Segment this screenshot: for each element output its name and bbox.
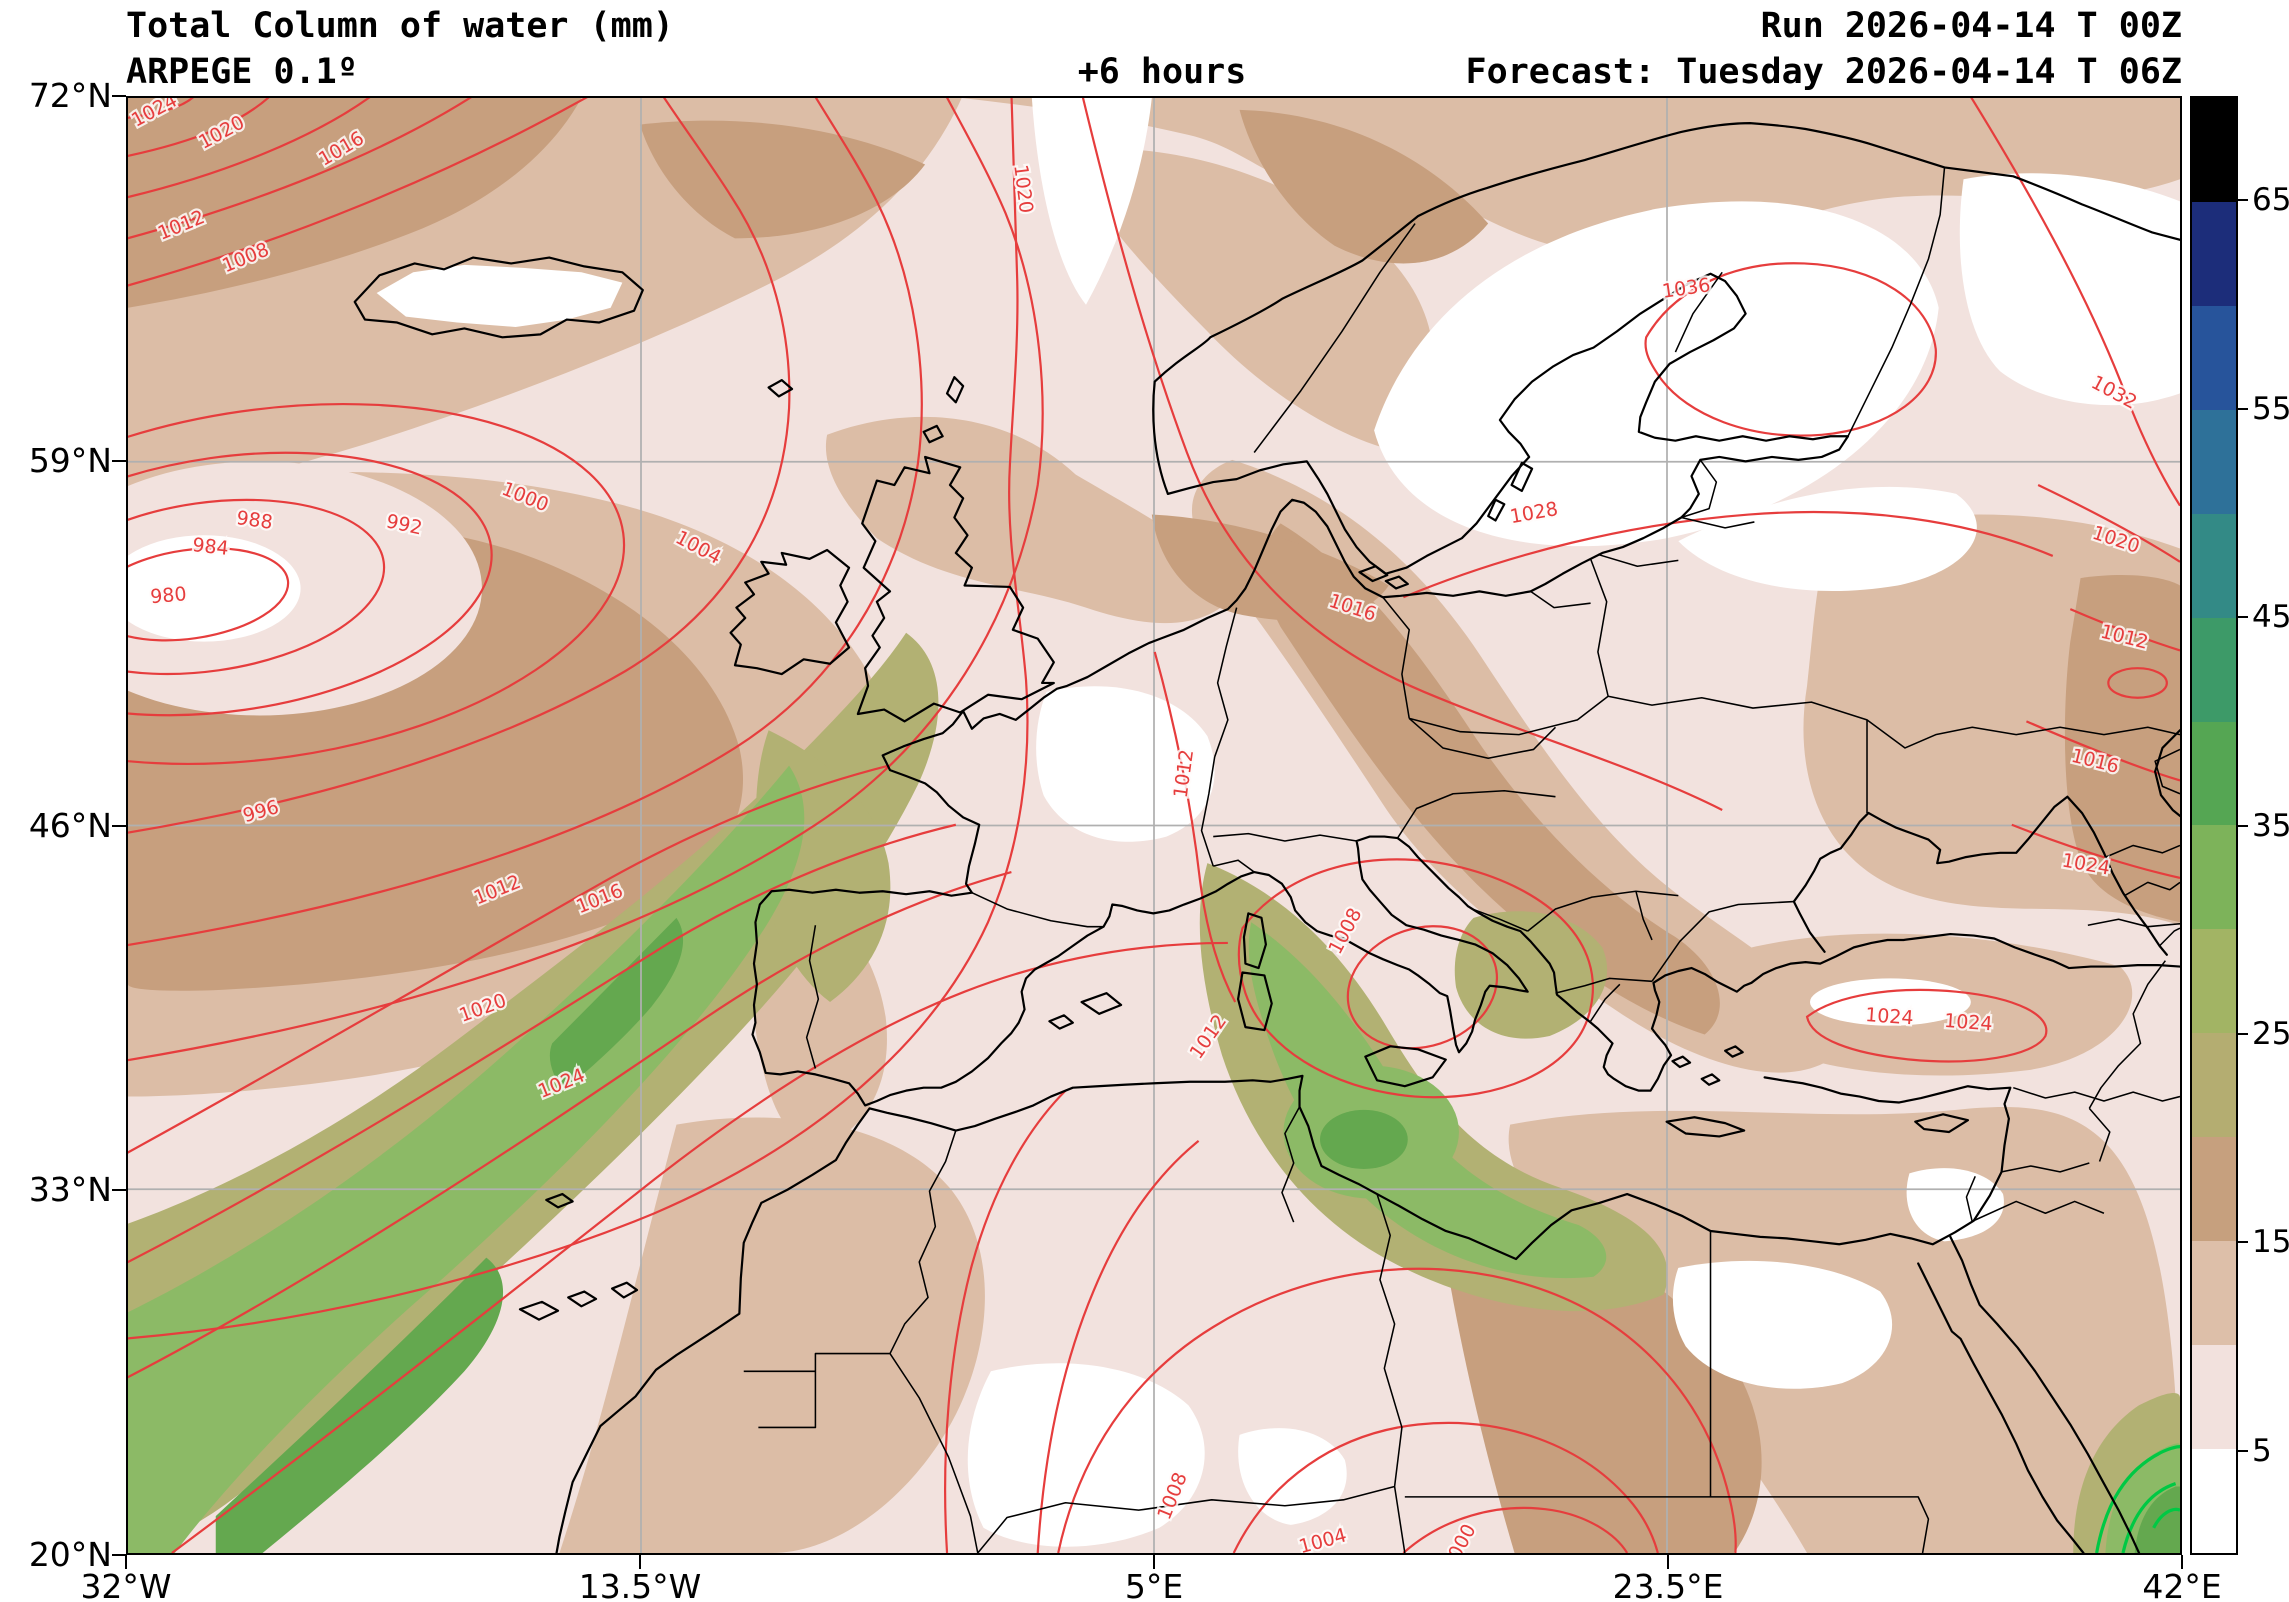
- isobar-label: 1024: [1864, 1003, 1914, 1029]
- x-tick-mark: [1153, 1555, 1155, 1569]
- lead-time-label: +6 hours: [1077, 52, 1247, 92]
- colorbar-segment: [2192, 1448, 2236, 1553]
- chart-title: Total Column of water (mm): [126, 6, 674, 46]
- colorbar-tick-mark: [2238, 1449, 2248, 1452]
- colorbar-segment: [2192, 305, 2236, 410]
- y-tick-label: 20°N: [28, 1535, 112, 1574]
- y-tick-mark: [112, 824, 126, 827]
- country-borders: [743, 167, 2180, 1553]
- x-tick-mark: [1667, 1555, 1669, 1569]
- isobar-label: 1024: [1943, 1009, 1993, 1035]
- colorbar-segment: [2192, 617, 2236, 722]
- isobar-label: 1020: [1009, 163, 1038, 214]
- colorbar-tick-mark: [2238, 1241, 2248, 1244]
- model-label: ARPEGE 0.1º: [126, 52, 358, 92]
- y-tick-label: 46°N: [28, 805, 112, 845]
- colorbar-tick-label: 65: [2252, 182, 2289, 219]
- colorbar-segment: [2192, 1033, 2236, 1138]
- y-tick-mark: [112, 95, 126, 97]
- colorbar-tick-label: 55: [2252, 390, 2289, 427]
- y-tick-mark: [112, 1554, 126, 1556]
- colorbar-segment: [2192, 1137, 2236, 1242]
- colorbar-tick-mark: [2238, 1032, 2248, 1035]
- forecast-label: Forecast: Tuesday 2026-04-14 T 06Z: [1465, 52, 2182, 92]
- x-tick-label: 32°W: [80, 1567, 172, 1602]
- x-tick-mark: [639, 1555, 641, 1569]
- colorbar-segment: [2192, 1345, 2236, 1449]
- colorbar-segment: [2192, 201, 2236, 306]
- colorbar-segment: [2192, 825, 2236, 930]
- x-tick-mark: [125, 1555, 127, 1569]
- colorbar-tick-label: 25: [2252, 1015, 2289, 1052]
- x-tick-label: 13.5°W: [578, 1567, 702, 1602]
- x-tick-label: 42°E: [2142, 1567, 2222, 1602]
- isobar-contours: [128, 98, 2180, 1553]
- x-axis-labels: 32°W 13.5°W 5°E 23.5°E 42°E: [80, 1567, 2221, 1602]
- x-tick-label: 23.5°E: [1612, 1567, 1724, 1602]
- y-tick-label: 72°N: [28, 76, 112, 115]
- coastlines: [353, 122, 2180, 1553]
- gridlines: [128, 98, 2180, 1553]
- colorbar-tick-mark: [2238, 199, 2248, 202]
- colorbar-segment: [2192, 1241, 2236, 1346]
- colorbar-tick-label: 35: [2252, 807, 2289, 844]
- colorbar-tick-mark: [2238, 824, 2248, 827]
- y-axis-labels: 72°N 59°N 46°N 33°N 20°N: [0, 76, 112, 1574]
- colorbar-segment: [2192, 721, 2236, 826]
- colorbar: [2190, 96, 2238, 1555]
- map-plot-area: 1024 1020 1016 1012 1008 980 984 988 992 996 1000 1…: [126, 96, 2182, 1555]
- colorbar-tick-label: 45: [2252, 599, 2289, 636]
- run-label: Run 2026-04-14 T 00Z: [1760, 6, 2182, 46]
- moisture-green-contours: [2095, 1445, 2180, 1553]
- colorbar-tick-mark: [2238, 616, 2248, 619]
- colorbar-segment: [2192, 929, 2236, 1034]
- colorbar-tick-mark: [2238, 407, 2248, 410]
- isobar-label: 980: [149, 582, 187, 608]
- x-tick-mark: [2181, 1555, 2183, 1569]
- colorbar-tick-label: 5: [2252, 1432, 2272, 1469]
- colorbar-tick-label: 15: [2252, 1224, 2289, 1261]
- y-tick-mark: [112, 1189, 126, 1192]
- colorbar-segment: [2192, 98, 2236, 202]
- colorbar-segment: [2192, 513, 2236, 618]
- y-tick-label: 59°N: [28, 440, 112, 480]
- colorbar-segment: [2192, 409, 2236, 514]
- x-tick-label: 5°E: [1124, 1567, 1184, 1602]
- y-tick-label: 33°N: [28, 1170, 112, 1210]
- isobar-label: 988: [235, 506, 274, 534]
- y-tick-mark: [112, 459, 126, 462]
- isobar-label: 984: [191, 533, 229, 560]
